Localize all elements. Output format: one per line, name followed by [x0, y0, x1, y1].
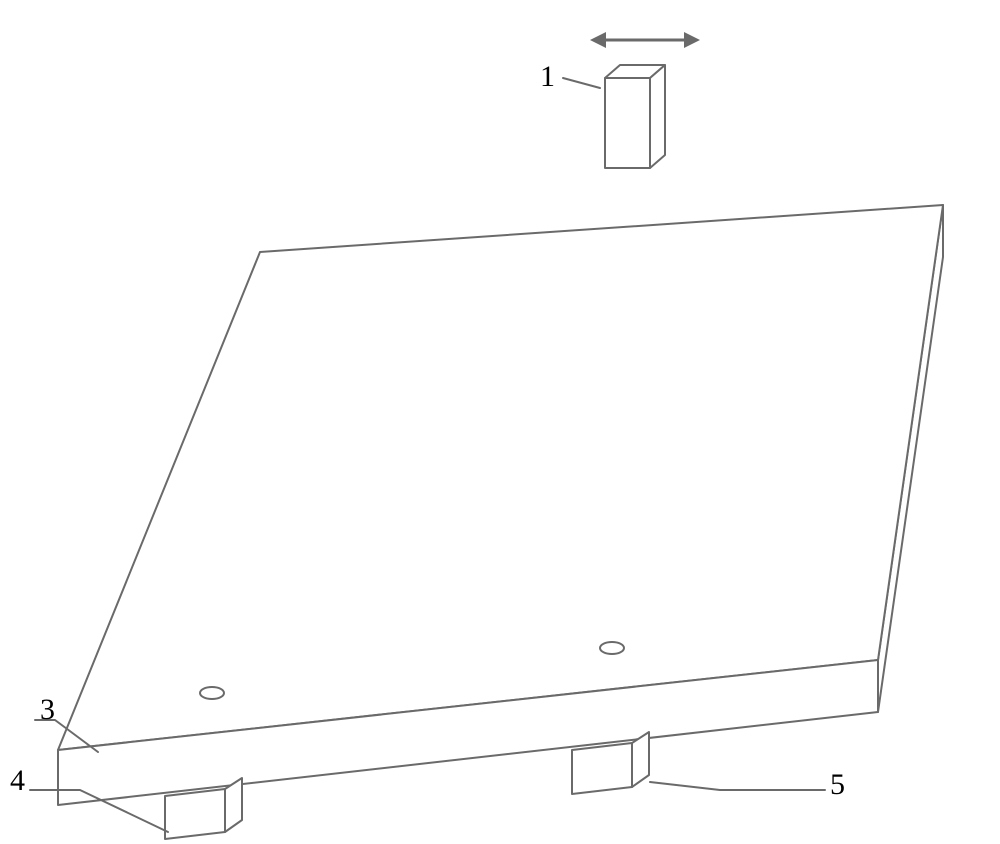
label-3: 3	[40, 695, 55, 725]
label-1: 1	[540, 62, 555, 92]
diagram-canvas: 1 3 4 5	[0, 0, 1000, 844]
diagram-svg	[0, 0, 1000, 844]
label-5: 5	[830, 770, 845, 800]
label-4: 4	[10, 766, 25, 796]
